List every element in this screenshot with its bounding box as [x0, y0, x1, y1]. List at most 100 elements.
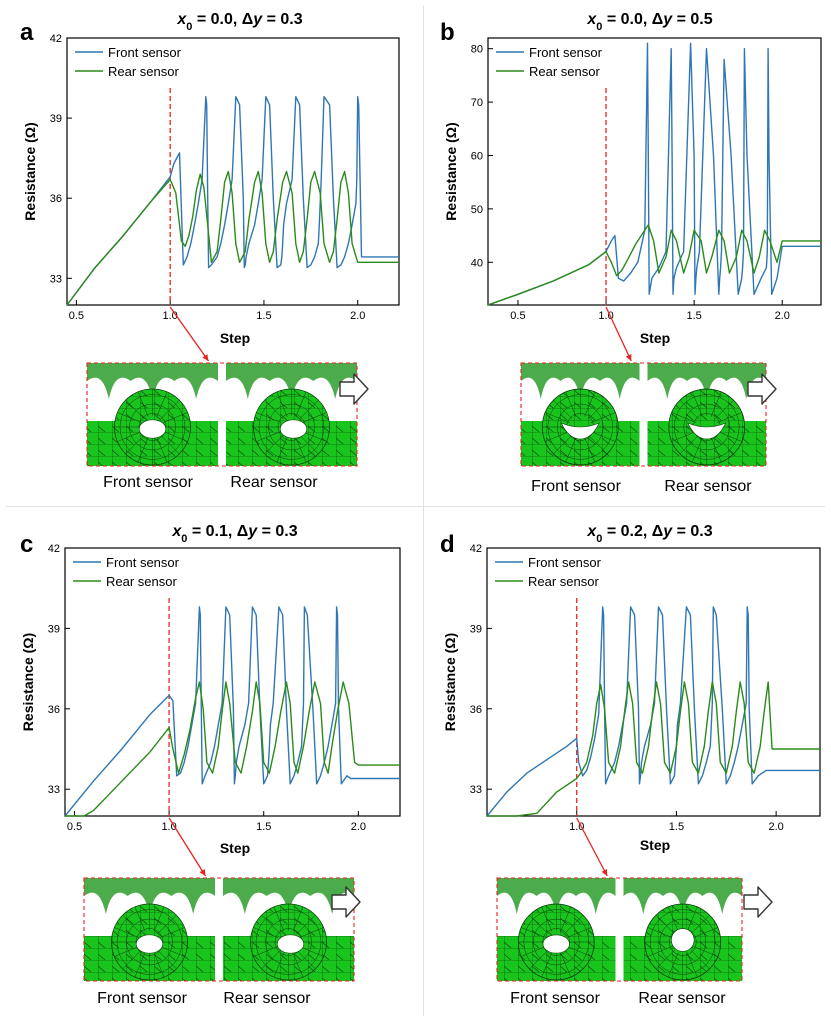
- x-tick-label: 0.5: [69, 310, 84, 322]
- legend-label: Rear sensor: [108, 64, 179, 79]
- y-axis-label: Resistance (Ω): [443, 122, 459, 220]
- dome-spoke: [584, 437, 595, 463]
- title-subscript: 0: [181, 533, 187, 545]
- indenter-shape: [223, 878, 354, 914]
- dome-spoke: [276, 391, 288, 417]
- dome-spoke: [565, 437, 577, 463]
- dome-spoke: [529, 949, 549, 969]
- inset-rear-sensor: [223, 878, 354, 981]
- dome-spoke: [668, 906, 679, 932]
- pointer-arrow: [169, 306, 210, 362]
- inset-label-rear: Rear sensor: [230, 474, 318, 491]
- x-tick-label: 2.0: [351, 821, 366, 833]
- dome-spoke: [647, 946, 673, 957]
- dome-spoke: [264, 399, 284, 420]
- y-axis-label: Resistance (Ω): [20, 633, 36, 731]
- dome-spoke: [301, 431, 327, 442]
- dome-spoke: [273, 906, 285, 932]
- dome-spoke: [714, 434, 734, 454]
- panel-title: x0 = 0.1, Δy = 0.3: [171, 523, 297, 545]
- dome-spoke: [541, 906, 553, 932]
- dome-spoke: [159, 927, 185, 938]
- legend-label: Front sensor: [529, 45, 603, 60]
- y-tick-label: 60: [471, 150, 483, 162]
- title-sep: , Δ: [643, 11, 663, 28]
- x-axis-label: Step: [220, 840, 250, 856]
- inset-front-sensor: [521, 363, 640, 466]
- inset-rear-sensor: [623, 878, 742, 981]
- dome-spoke: [153, 906, 165, 932]
- x-tick-label: 1.5: [256, 821, 271, 833]
- legend-label: Rear sensor: [529, 64, 600, 79]
- panel-divider-horizontal: [6, 506, 825, 507]
- title-dy-value: 0.5: [690, 11, 712, 28]
- dome-spoke: [566, 927, 592, 938]
- inset-front-sensor: [497, 878, 616, 981]
- title-subscript: 0: [596, 21, 602, 33]
- x-tick-label: 2.0: [768, 821, 783, 833]
- x-tick-label: 1.5: [669, 821, 684, 833]
- inset-label-rear: Rear sensor: [638, 990, 726, 1007]
- dome-spoke: [295, 391, 307, 417]
- pointer-arrowhead: [601, 869, 608, 876]
- dome-spoke: [162, 431, 188, 442]
- dome-spoke: [679, 434, 699, 454]
- dome-spoke: [545, 412, 570, 423]
- sensor-cavity: [135, 934, 164, 954]
- y-tick-label: 36: [48, 704, 60, 716]
- dome-spoke: [114, 946, 140, 957]
- dome-spoke: [668, 952, 679, 978]
- title-y-var: y: [252, 11, 263, 28]
- inset-label-front: Front sensor: [531, 478, 621, 495]
- dome-spoke: [560, 952, 571, 978]
- inset-label-rear: Rear sensor: [664, 478, 752, 495]
- dome-spoke: [264, 434, 284, 455]
- dome-spoke: [655, 915, 675, 935]
- indenter-shape: [623, 878, 742, 914]
- dome-spoke: [710, 391, 722, 417]
- dome-spoke: [521, 927, 546, 938]
- inset-label-front: Front sensor: [103, 474, 193, 491]
- dome-spoke: [256, 431, 282, 442]
- dome-spoke: [295, 437, 307, 463]
- dome-spoke: [137, 437, 149, 463]
- x-tick-label: 0.5: [67, 821, 82, 833]
- dome-spoke: [276, 437, 288, 463]
- title-variable: x: [171, 523, 182, 540]
- dome-spoke: [137, 391, 149, 417]
- dome-spoke: [159, 946, 185, 957]
- series-front-sensor: [487, 42, 821, 306]
- panel-title: x0 = 0.2, Δy = 0.3: [586, 523, 712, 545]
- dome-spoke: [122, 949, 142, 970]
- dome-spoke: [710, 437, 722, 463]
- title-y-var: y: [247, 523, 258, 540]
- y-tick-label: 33: [48, 784, 60, 796]
- dome-spoke: [292, 906, 304, 932]
- dome-spoke: [162, 412, 188, 423]
- inset-rear-sensor: [226, 363, 357, 466]
- title-dy-value: 0.3: [275, 523, 297, 540]
- dome-spoke: [160, 399, 180, 420]
- y-tick-label: 80: [471, 44, 483, 56]
- dome-spoke: [693, 927, 718, 938]
- title-sep: , Δ: [643, 523, 663, 540]
- x-tick-label: 1.5: [686, 310, 701, 322]
- dome-spoke: [553, 434, 573, 454]
- series-front-sensor: [66, 96, 399, 306]
- x-tick-label: 1.5: [256, 310, 271, 322]
- dome-spoke: [160, 434, 180, 455]
- title-sep: , Δ: [233, 11, 253, 28]
- dome-spoke: [253, 927, 279, 938]
- sensor-cavity: [138, 419, 167, 439]
- legend-label: Rear sensor: [528, 574, 599, 589]
- dome-spoke: [560, 906, 571, 932]
- dome-spoke: [134, 906, 146, 932]
- legend-label: Front sensor: [106, 555, 180, 570]
- pointer-arrow: [605, 306, 632, 362]
- dome-spoke: [717, 412, 742, 423]
- dome-spoke: [584, 391, 595, 417]
- title-subscript: 0: [596, 533, 602, 545]
- title-dy-value: 0.3: [280, 11, 302, 28]
